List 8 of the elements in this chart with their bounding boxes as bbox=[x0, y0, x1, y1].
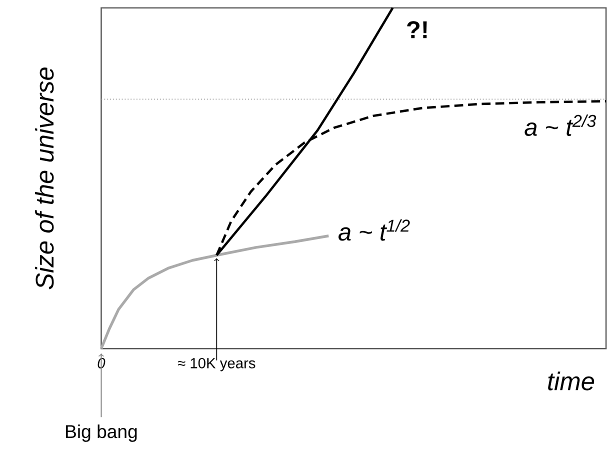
x-tick-label: 0 bbox=[98, 358, 106, 368]
series-label: a ~ t$^{2/3}$ bbox=[524, 114, 596, 136]
x-tick-label: ≈ 10K years bbox=[178, 358, 256, 372]
series-label: a ~ t$^{1/2}$ bbox=[338, 219, 410, 241]
x-axis-title: time bbox=[548, 371, 594, 390]
y-axis-title: Size of the universe bbox=[35, 67, 54, 290]
annotation: Big bang bbox=[66, 424, 137, 442]
series-label: ?! bbox=[407, 20, 427, 38]
